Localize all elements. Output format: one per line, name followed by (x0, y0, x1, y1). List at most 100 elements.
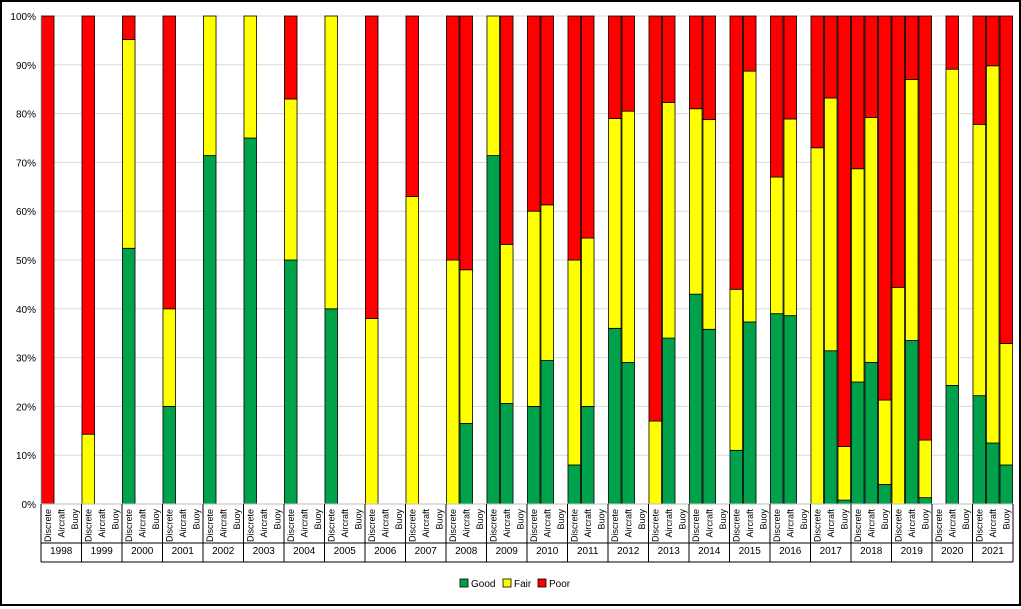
year-label: 2019 (901, 546, 924, 557)
bar-segment-2018-buoy-good (878, 484, 892, 505)
bar-segment-2018-discrete-poor (851, 15, 865, 170)
legend-swatch-good (459, 578, 469, 588)
bar-segment-2019-buoy-poor (918, 15, 932, 441)
y-tick-label: 40% (16, 305, 36, 316)
bar-segment-2011-discrete-fair (567, 259, 581, 466)
bar-segment-2011-discrete-good (567, 464, 581, 505)
sub-category-label: Discrete (610, 509, 620, 542)
bar-segment-2018-buoy-poor (878, 15, 892, 401)
bar-segment-2016-discrete-poor (770, 15, 784, 178)
sub-category-label: Aircraft (218, 509, 228, 538)
sub-category-label: Discrete (974, 509, 984, 542)
bar-segment-2003-discrete-good (243, 137, 257, 505)
bar-segment-2006-discrete-poor (365, 15, 379, 319)
bar-segment-2021-discrete-good (972, 395, 986, 505)
bar-segment-2004-discrete-good (284, 259, 298, 505)
sub-category-label: Aircraft (583, 509, 593, 538)
bar-segment-2019-buoy-good (918, 497, 932, 505)
bar-segment-2017-discrete-poor (810, 15, 824, 149)
sub-category-label: Buoy (718, 509, 728, 530)
bar-segment-2009-aircraft-fair (500, 243, 514, 404)
sub-category-label: Discrete (164, 509, 174, 542)
year-label: 1998 (50, 546, 73, 557)
y-tick-label: 20% (16, 402, 36, 413)
bar-segment-2005-discrete-good (324, 308, 338, 505)
bar-segment-2021-discrete-fair (972, 123, 986, 397)
sub-category-label: Aircraft (542, 509, 552, 538)
y-axis: 0% 10% 20% 30% 40% 50% 60% 70% 80% 90% 100% (10, 12, 42, 511)
bar-segment-2001-discrete-good (162, 405, 176, 505)
sub-category-label: Discrete (488, 509, 498, 542)
bar-segment-2020-aircraft-poor (945, 15, 959, 70)
bar-segment-2013-aircraft-fair (662, 101, 676, 339)
sub-category-label: Buoy (961, 509, 971, 530)
bar-segment-2019-aircraft-fair (905, 79, 919, 341)
bar-segment-2000-discrete-fair (122, 39, 136, 249)
bar-segment-2009-discrete-fair (486, 15, 500, 156)
bar-segment-2018-aircraft-poor (864, 15, 878, 118)
sub-category-label: Discrete (731, 509, 741, 542)
y-tick-label: 30% (16, 354, 36, 365)
bar-segment-2017-buoy-fair (837, 446, 851, 501)
bar-segment-2015-discrete-poor (729, 15, 743, 290)
bar-segment-2009-aircraft-good (500, 403, 514, 505)
year-label: 2010 (536, 546, 559, 557)
bar-segment-2021-aircraft-poor (986, 15, 1000, 67)
y-tick-label: 80% (16, 110, 36, 121)
y-tick-label: 10% (16, 451, 36, 462)
sub-category-label: Buoy (799, 509, 809, 530)
sub-category-label: Discrete (326, 509, 336, 542)
bar-segment-2011-aircraft-fair (581, 237, 595, 407)
sub-category-label: Aircraft (826, 509, 836, 538)
sub-category-label: Aircraft (340, 509, 350, 538)
bar-segment-2003-discrete-fair (243, 15, 257, 139)
bar-segment-2018-aircraft-good (864, 362, 878, 505)
legend-swatch-poor (537, 578, 547, 588)
year-label: 2006 (374, 546, 397, 557)
bar-segment-2014-aircraft-good (702, 328, 716, 505)
bar-segment-2021-buoy-good (999, 464, 1013, 505)
year-label: 2009 (496, 546, 519, 557)
legend-label-fair: Fair (514, 579, 532, 590)
bar-segment-2014-aircraft-fair (702, 119, 716, 330)
sub-category-label: Discrete (812, 509, 822, 542)
bar-segment-2013-aircraft-poor (662, 15, 676, 103)
sub-category-label: Discrete (772, 509, 782, 542)
sub-category-label: Buoy (920, 509, 930, 530)
year-label: 2001 (172, 546, 195, 557)
sub-category-label: Aircraft (97, 509, 107, 538)
y-tick-label: 0% (22, 500, 37, 511)
bar-segment-1999-discrete-poor (81, 15, 95, 435)
year-label: 2004 (293, 546, 316, 557)
bar-segment-2002-discrete-fair (203, 15, 217, 156)
sub-category-label: Aircraft (137, 509, 147, 538)
bar-segment-2013-discrete-poor (648, 15, 662, 422)
legend: Good Fair Poor (459, 578, 571, 590)
sub-category-label: Buoy (151, 509, 161, 530)
sub-category-label: Buoy (515, 509, 525, 530)
bar-segment-2014-discrete-good (689, 293, 703, 505)
bar-segment-2021-aircraft-good (986, 442, 1000, 505)
bar-segment-2019-discrete-fair (891, 286, 905, 505)
bar-segment-2016-aircraft-fair (783, 118, 797, 317)
sub-category-label: Aircraft (947, 509, 957, 538)
sub-category-label: Buoy (556, 509, 566, 530)
year-label: 2013 (658, 546, 681, 557)
bar-segment-2016-aircraft-poor (783, 15, 797, 120)
sub-category-label: Aircraft (502, 509, 512, 538)
bar-segment-2004-discrete-fair (284, 98, 298, 261)
bar-segment-2015-aircraft-fair (743, 70, 757, 323)
sub-category-label: Buoy (232, 509, 242, 530)
bar-segment-2010-discrete-poor (527, 15, 541, 212)
legend-label-poor: Poor (549, 579, 571, 590)
sub-category-label: Buoy (758, 509, 768, 530)
sub-category-label: Buoy (110, 509, 120, 530)
bar-segment-1999-discrete-fair (81, 433, 95, 505)
bar-segment-2019-buoy-fair (918, 439, 932, 499)
bar-segment-2008-aircraft-fair (459, 269, 473, 424)
sub-category-label: Discrete (205, 509, 215, 542)
sub-category-label: Aircraft (461, 509, 471, 538)
